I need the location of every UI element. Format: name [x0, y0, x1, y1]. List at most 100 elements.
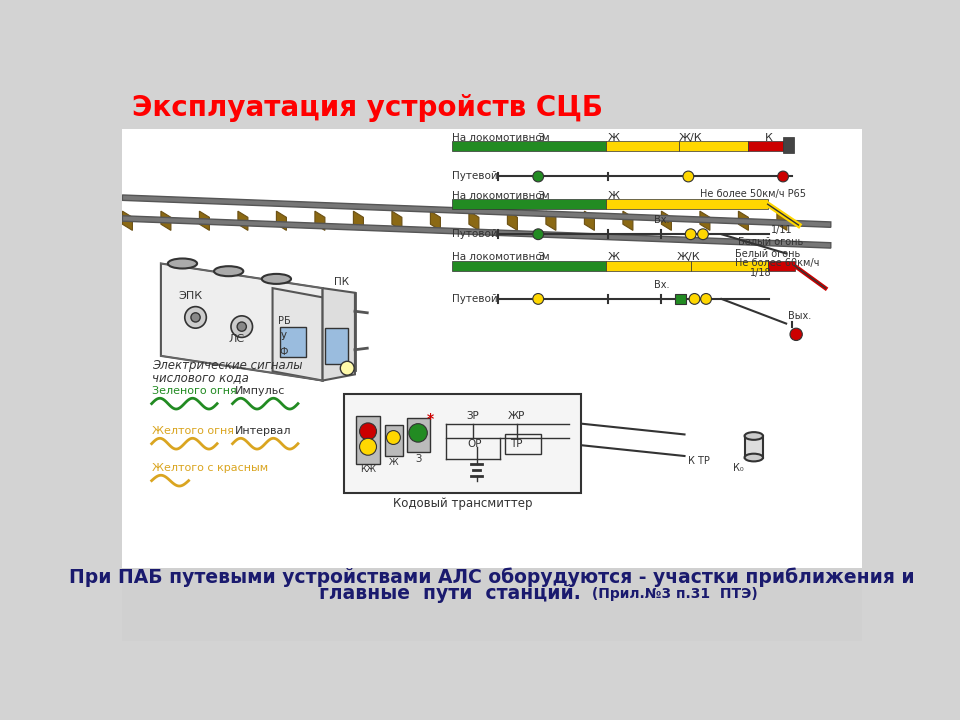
Text: РБ: РБ	[277, 316, 291, 326]
Text: ЗР: ЗР	[467, 411, 479, 421]
Polygon shape	[238, 211, 248, 230]
Text: Ж: Ж	[608, 252, 619, 262]
Text: Ф: Ф	[280, 347, 288, 357]
Polygon shape	[623, 211, 633, 230]
Circle shape	[184, 307, 206, 328]
Text: Вых.: Вых.	[788, 311, 812, 321]
Circle shape	[387, 431, 400, 444]
Ellipse shape	[262, 274, 291, 284]
Text: При ПАБ путевыми устройствами АЛС оборудуются - участки приближения и: При ПАБ путевыми устройствами АЛС оборуд…	[69, 567, 915, 587]
Text: На локомотивном: На локомотивном	[452, 191, 549, 201]
Polygon shape	[161, 211, 171, 230]
Text: Не более 50км/ч Р65: Не более 50км/ч Р65	[700, 189, 805, 199]
Circle shape	[360, 438, 376, 455]
Text: З: З	[538, 252, 545, 262]
Ellipse shape	[745, 454, 763, 462]
Polygon shape	[200, 211, 209, 230]
Circle shape	[409, 423, 427, 442]
Text: ЭПК: ЭПК	[179, 291, 203, 301]
Polygon shape	[276, 211, 286, 230]
Circle shape	[683, 171, 694, 182]
Circle shape	[533, 294, 543, 305]
Text: З: З	[415, 454, 421, 464]
Text: главные  пути  станций.: главные пути станций.	[319, 585, 581, 603]
Text: Ж: Ж	[389, 457, 398, 467]
Text: Эксплуатация устройств СЦБ: Эксплуатация устройств СЦБ	[132, 94, 603, 122]
Circle shape	[790, 328, 803, 341]
Text: Не более 60км/ч: Не более 60км/ч	[734, 258, 819, 269]
Text: ЛС: ЛС	[228, 334, 245, 344]
Text: Вх.: Вх.	[654, 215, 669, 225]
Text: *: *	[427, 412, 434, 426]
Polygon shape	[123, 195, 830, 228]
Text: Ж: Ж	[608, 133, 619, 143]
Text: ЖР: ЖР	[508, 411, 525, 421]
Text: Желтого с красным: Желтого с красным	[152, 464, 268, 473]
Polygon shape	[392, 211, 402, 230]
Text: 1/11: 1/11	[771, 225, 792, 235]
Polygon shape	[738, 211, 749, 230]
Text: З: З	[538, 191, 545, 201]
Circle shape	[685, 229, 696, 240]
Text: З: З	[538, 133, 545, 143]
Bar	[280, 327, 305, 357]
Polygon shape	[353, 211, 364, 230]
Text: Белый огонь: Белый огонь	[734, 249, 800, 259]
Bar	[505, 434, 540, 454]
Bar	[123, 567, 861, 641]
Polygon shape	[468, 211, 479, 230]
Bar	[749, 141, 783, 151]
Circle shape	[698, 229, 708, 240]
Bar	[123, 86, 861, 129]
Text: На локомотивном: На локомотивном	[452, 252, 549, 262]
Polygon shape	[777, 211, 787, 230]
Text: Путевой: Путевой	[452, 294, 497, 304]
Text: Кодовый трансмиттер: Кодовый трансмиттер	[393, 498, 533, 510]
Text: КЖ: КЖ	[360, 465, 376, 474]
Bar	[452, 261, 606, 271]
Bar	[606, 141, 679, 151]
Polygon shape	[430, 211, 441, 230]
Ellipse shape	[745, 432, 763, 440]
Text: На локомотивном: На локомотивном	[452, 133, 549, 143]
Polygon shape	[546, 211, 556, 230]
Text: (Прил.№3 п.31  ПТЭ): (Прил.№3 п.31 ПТЭ)	[587, 587, 757, 600]
Bar	[344, 395, 582, 493]
Text: Электрические сигналы: Электрические сигналы	[152, 359, 302, 372]
Bar	[356, 416, 379, 464]
Polygon shape	[508, 211, 517, 230]
Circle shape	[533, 171, 543, 182]
Text: Интервал: Интервал	[235, 426, 291, 436]
Bar	[745, 436, 763, 457]
Circle shape	[778, 171, 788, 182]
Polygon shape	[161, 264, 323, 381]
Bar	[606, 261, 690, 271]
Polygon shape	[323, 288, 355, 381]
Circle shape	[231, 316, 252, 338]
Text: Ж: Ж	[608, 191, 619, 201]
Bar	[768, 261, 795, 271]
Text: Зеленого огня: Зеленого огня	[152, 387, 236, 396]
Bar	[452, 199, 606, 210]
Text: У: У	[281, 332, 287, 342]
Polygon shape	[700, 211, 709, 230]
Text: Вх.: Вх.	[654, 279, 669, 289]
Text: 1/18: 1/18	[750, 268, 772, 278]
Bar	[324, 328, 348, 364]
Polygon shape	[123, 211, 132, 230]
Text: Ж/К: Ж/К	[679, 133, 703, 143]
Bar	[679, 141, 749, 151]
Bar	[675, 294, 686, 305]
Circle shape	[340, 361, 354, 375]
Circle shape	[533, 229, 543, 240]
Text: числового кода: числового кода	[152, 371, 249, 384]
Text: К ТР: К ТР	[688, 456, 710, 466]
Text: Путовой: Путовой	[452, 229, 497, 239]
Ellipse shape	[168, 258, 197, 269]
Text: Желтого огня: Желтого огня	[152, 426, 233, 436]
Polygon shape	[661, 211, 671, 230]
Bar	[690, 261, 768, 271]
Bar	[452, 141, 606, 151]
Circle shape	[701, 294, 711, 305]
Polygon shape	[273, 288, 323, 381]
